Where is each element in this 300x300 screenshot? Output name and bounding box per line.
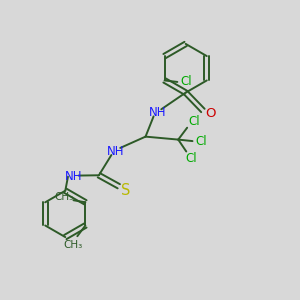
Text: NH: NH	[149, 106, 166, 119]
Text: O: O	[205, 106, 215, 120]
Text: CH₃: CH₃	[64, 240, 83, 250]
Text: NH: NH	[64, 170, 82, 183]
Text: Cl: Cl	[188, 115, 200, 128]
Text: Cl: Cl	[180, 75, 192, 88]
Text: S: S	[121, 183, 130, 198]
Text: Cl: Cl	[195, 135, 207, 148]
Text: CH₃: CH₃	[54, 192, 74, 202]
Text: NH: NH	[107, 145, 124, 158]
Text: Cl: Cl	[185, 152, 197, 164]
